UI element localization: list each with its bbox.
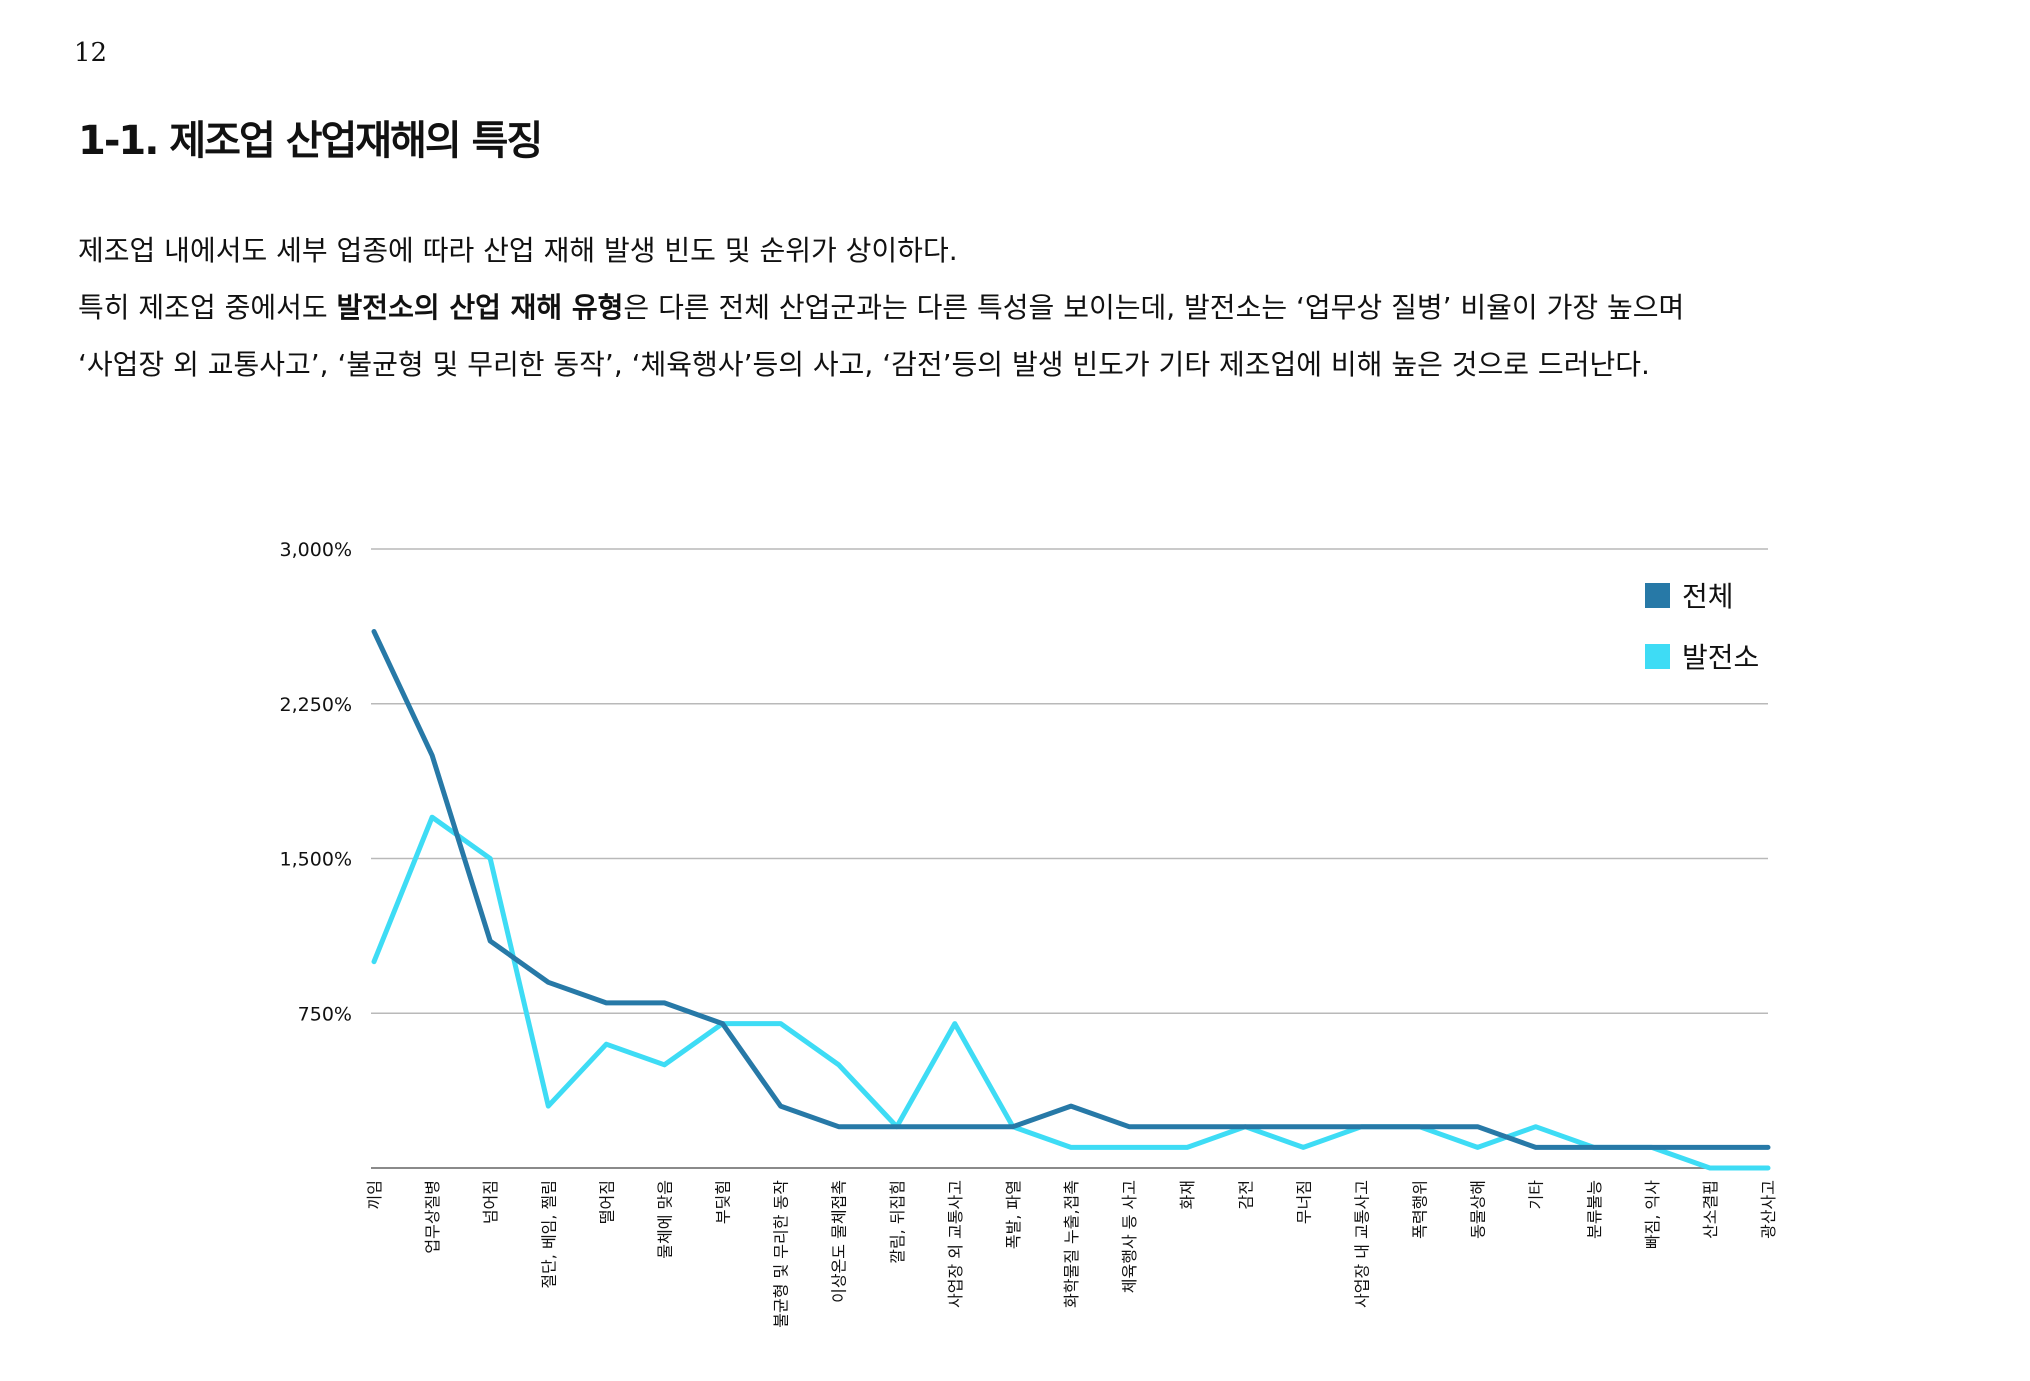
series-line-total bbox=[371, 629, 1771, 1150]
x-tick-label: 감전 bbox=[1236, 1180, 1255, 1209]
x-tick-label: 물체에 맞음 bbox=[655, 1180, 674, 1259]
x-tick-label: 떨어짐 bbox=[597, 1180, 616, 1224]
body-line-3: ‘사업장 외 교통사고’, ‘불균형 및 무리한 동작’, ‘체육행사’등의 사… bbox=[78, 348, 1650, 381]
body-line-2-bold: 발전소의 산업 재해 유형 bbox=[336, 291, 624, 324]
x-tick-label: 사업장 내 교통사고 bbox=[1352, 1180, 1371, 1308]
legend-label: 발전소 bbox=[1682, 641, 1759, 674]
x-tick-label: 광산사고 bbox=[1759, 1180, 1778, 1239]
x-tick-label: 기타 bbox=[1527, 1180, 1546, 1210]
x-tick-label: 체육행사 등 사고 bbox=[1120, 1180, 1139, 1293]
x-tick-labels: 끼임 업무상질병 넘어짐 절단, 베임, 찔림 떨어짐 물체에 맞음 부딪힘 불균형 및 무리… bbox=[365, 1180, 1778, 1328]
series-layer bbox=[371, 629, 1771, 1171]
grid-layer bbox=[371, 548, 1768, 1169]
body-line-2-start: 특히 제조업 중에서도 bbox=[78, 291, 337, 324]
x-tick-label: 사업장 외 교통사고 bbox=[946, 1180, 965, 1308]
body-line-1: 제조업 내에서도 세부 업종에 따라 산업 재해 발생 빈도 및 순위가 상이하… bbox=[78, 234, 958, 267]
y-tick-label: 3,000% bbox=[280, 539, 352, 561]
body-line-2-end: 은 다른 전체 산업군과는 다른 특성을 보이는데, 발전소는 ‘업무상 질병’… bbox=[623, 291, 1685, 324]
x-tick-label: 화재 bbox=[1178, 1180, 1197, 1209]
x-tick-label: 절단, 베임, 찔림 bbox=[539, 1180, 558, 1289]
x-tick-label: 분류불능 bbox=[1585, 1180, 1604, 1239]
x-tick-label: 동물상해 bbox=[1469, 1180, 1488, 1239]
x-tick-label: 깔림, 뒤집힘 bbox=[888, 1180, 907, 1264]
x-tick-label: 업무상질병 bbox=[423, 1180, 442, 1254]
x-tick-label: 무너짐 bbox=[1294, 1180, 1313, 1224]
x-tick-label: 넘어짐 bbox=[481, 1180, 500, 1224]
body-text: 제조업 내에서도 세부 업종에 따라 산업 재해 발생 빈도 및 순위가 상이하… bbox=[78, 222, 1978, 393]
x-tick-label: 화학물질 누출,접촉 bbox=[1062, 1180, 1081, 1308]
x-tick-label: 폭발, 파열 bbox=[1004, 1180, 1023, 1249]
x-tick-label: 산소결핍 bbox=[1701, 1180, 1720, 1239]
y-tick-label: 750% bbox=[298, 1003, 352, 1025]
legend-label: 전체 bbox=[1682, 580, 1734, 613]
body-line-2: 특히 제조업 중에서도 발전소의 산업 재해 유형은 다른 전체 산업군과는 다… bbox=[78, 279, 1978, 336]
series-line-power-plant bbox=[371, 814, 1771, 1171]
x-tick-label: 불균형 및 무리한 동작 bbox=[772, 1180, 791, 1328]
legend-swatch bbox=[1645, 583, 1670, 608]
y-tick-label: 1,500% bbox=[280, 849, 352, 871]
x-tick-label: 빠짐, 익사 bbox=[1643, 1180, 1662, 1249]
page-number: 12 bbox=[74, 38, 108, 68]
x-tick-label: 부딪힘 bbox=[714, 1180, 733, 1224]
section-title: 1-1. 제조업 산업재해의 특징 bbox=[78, 118, 543, 164]
x-tick-label: 끼임 bbox=[365, 1180, 384, 1209]
y-tick-labels: 750% 1,500% 2,250% 3,000% bbox=[280, 539, 352, 1025]
x-tick-label: 이상온도 물체접촉 bbox=[830, 1180, 849, 1303]
y-tick-label: 2,250% bbox=[280, 694, 352, 716]
x-tick-label: 폭력행위 bbox=[1411, 1180, 1430, 1239]
legend-swatch bbox=[1645, 644, 1670, 669]
